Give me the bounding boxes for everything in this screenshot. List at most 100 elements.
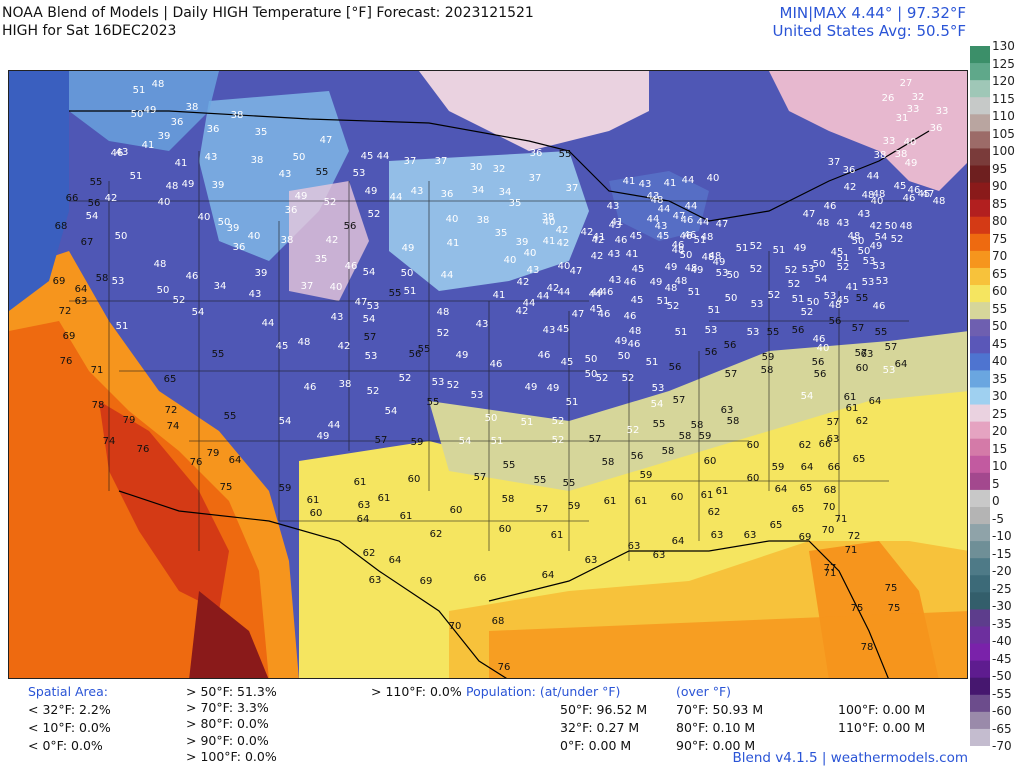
temperature-label: 38 <box>251 155 264 166</box>
temperature-label: 49 <box>547 383 560 394</box>
temperature-label: 52 <box>768 290 781 301</box>
temperature-label: 38 <box>477 215 490 226</box>
temperature-label: 52 <box>750 264 763 275</box>
temperature-label: 48 <box>873 189 886 200</box>
colorbar-tick-label: -25 <box>992 581 1012 596</box>
temperature-label: 46 <box>624 311 637 322</box>
temperature-label: 63 <box>861 349 874 360</box>
map-subtitle: HIGH for Sat 16DEC2023 <box>2 23 177 39</box>
temperature-label: 71 <box>835 514 848 525</box>
temperature-label: 60 <box>704 456 717 467</box>
temperature-label: 61 <box>635 496 648 507</box>
temperature-label: 43 <box>205 152 218 163</box>
temperature-label: 52 <box>667 301 680 312</box>
cool-plains <box>389 151 589 291</box>
temperature-label: 49 <box>665 262 678 273</box>
temperature-label: 51 <box>130 171 143 182</box>
colorbar-swatch <box>970 131 990 150</box>
temperature-label: 63 <box>721 405 734 416</box>
colorbar-swatch <box>970 250 990 269</box>
colorbar-swatch <box>970 319 990 337</box>
temperature-label: 48 <box>685 263 698 274</box>
temperature-label: 77 <box>824 563 837 574</box>
temperature-label: 50 <box>218 217 231 228</box>
hot-gulf <box>489 611 967 678</box>
temperature-label: 62 <box>708 507 721 518</box>
temperature-label: 44 <box>523 298 536 309</box>
temperature-label: 55 <box>534 475 547 486</box>
spatial-gt50: > 50°F: 51.3% <box>186 684 277 699</box>
population-over-title: (over °F) <box>676 684 732 699</box>
colorbar-tick-label: -5 <box>992 511 1004 526</box>
temperature-label: 42 <box>870 221 883 232</box>
spatial-gt90: > 90°F: 0.0% <box>186 733 269 748</box>
temperature-label: 49 <box>365 186 378 197</box>
temperature-label: 53 <box>432 377 445 388</box>
pop-over-70: 70°F: 50.93 M <box>676 702 764 717</box>
temperature-label: 66 <box>474 573 487 584</box>
temperature-label: 65 <box>792 504 805 515</box>
temperature-label: 53 <box>802 264 815 275</box>
temperature-label: 48 <box>629 326 642 337</box>
temperature-label: 52 <box>891 234 904 245</box>
temperature-label: 41 <box>846 282 859 293</box>
temperature-label: 38 <box>895 149 908 160</box>
temperature-label: 44 <box>441 270 454 281</box>
temperature-label: 43 <box>476 319 489 330</box>
temperature-label: 50 <box>293 152 306 163</box>
temperature-label: 49 <box>650 277 663 288</box>
temperature-label: 51 <box>688 287 701 298</box>
temperature-colorbar <box>970 46 990 746</box>
colorbar-tick-label: 5 <box>992 476 1000 491</box>
temperature-label: 72 <box>59 306 72 317</box>
temperature-label: 57 <box>536 504 549 515</box>
temperature-label: 36 <box>930 123 943 134</box>
temperature-label: 46 <box>615 235 628 246</box>
temperature-label: 40 <box>543 217 556 228</box>
temperature-label: 55 <box>316 167 329 178</box>
temperature-label: 70 <box>823 502 836 513</box>
temperature-label: 55 <box>563 478 576 489</box>
temperature-label: 72 <box>165 405 178 416</box>
temperature-label: 71 <box>91 365 104 376</box>
colorbar-tick-label: 120 <box>992 74 1015 88</box>
temperature-label: 56 <box>409 349 422 360</box>
temperature-label: 26 <box>882 93 895 104</box>
colorbar-swatch <box>970 63 990 81</box>
temperature-label: 47 <box>572 309 585 320</box>
temperature-label: 54 <box>815 274 828 285</box>
temperature-label: 55 <box>559 149 572 160</box>
pacific-ocean <box>9 71 69 311</box>
temperature-label: 42 <box>556 225 569 236</box>
spatial-area-title: Spatial Area: <box>28 684 108 699</box>
temperature-label: 64 <box>895 359 908 370</box>
temperature-label: 45 <box>630 231 643 242</box>
temperature-label: 61 <box>844 392 857 403</box>
temperature-label: 49 <box>402 243 415 254</box>
temperature-label: 43 <box>858 209 871 220</box>
spatial-gt70: > 70°F: 3.3% <box>186 700 269 715</box>
temperature-label: 60 <box>747 473 760 484</box>
colorbar-swatch <box>970 199 990 218</box>
temperature-label: 52 <box>367 386 380 397</box>
temperature-label: 52 <box>788 279 801 290</box>
colorbar-swatch <box>970 524 990 542</box>
temperature-label: 43 <box>609 275 622 286</box>
temperature-label: 48 <box>817 218 830 229</box>
temperature-label: 52 <box>368 209 381 220</box>
temperature-label: 55 <box>767 327 780 338</box>
colorbar-tick-label: 95 <box>992 161 1008 176</box>
footer-credit: Blend v4.1.5 | weathermodels.com <box>732 750 969 766</box>
temperature-label: 37 <box>435 156 448 167</box>
temperature-label: 60 <box>671 492 684 503</box>
colorbar-tick-label: 125 <box>992 56 1015 71</box>
temperature-label: 65 <box>853 454 866 465</box>
temperature-label: 75 <box>888 603 901 614</box>
temperature-label: 39 <box>227 223 240 234</box>
temperature-label: 75 <box>851 603 864 614</box>
colorbar-tick-label: 85 <box>992 196 1008 211</box>
temperature-label: 64 <box>75 284 88 295</box>
temperature-label: 43 <box>331 312 344 323</box>
temperature-label: 50 <box>725 293 738 304</box>
temperature-label: 58 <box>761 365 774 376</box>
